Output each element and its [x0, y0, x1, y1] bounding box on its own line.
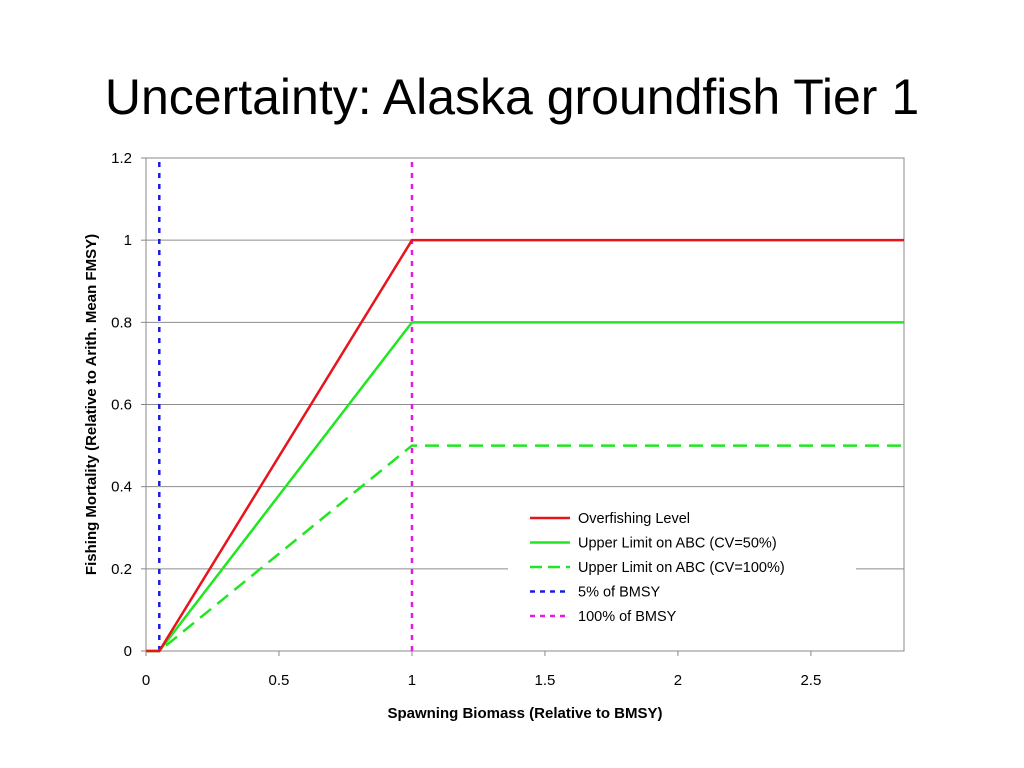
legend-label: Overfishing Level — [578, 511, 690, 527]
x-tick-label: 1.5 — [535, 672, 556, 689]
y-tick-label: 0.4 — [111, 479, 132, 496]
series-layer — [146, 158, 904, 653]
y-tick-label: 0.2 — [111, 561, 132, 578]
legend-label: 100% of BMSY — [578, 609, 677, 625]
slide-title: Uncertainty: Alaska groundfish Tier 1 — [104, 69, 920, 125]
y-tick-label: 1 — [124, 232, 132, 249]
x-axis-title: Spawning Biomass (Relative to BMSY) — [387, 705, 662, 722]
y-tick-label: 1.2 — [111, 150, 132, 167]
y-tick-label: 0 — [124, 643, 132, 660]
x-tick-labels: 0 0.5 1 1.5 2 2.5 — [142, 651, 821, 689]
y-tick-label: 0.6 — [111, 397, 132, 414]
y-axis-title: Fishing Mortality (Relative to Arith. Me… — [83, 234, 100, 575]
legend-label: Upper Limit on ABC (CV=50%) — [578, 536, 777, 552]
legend: Overfishing Level Upper Limit on ABC (CV=… — [508, 503, 856, 633]
x-tick-label: 0.5 — [269, 672, 290, 689]
x-tick-label: 0 — [142, 672, 150, 689]
legend-label: Upper Limit on ABC (CV=100%) — [578, 560, 785, 576]
x-tick-label: 2.5 — [800, 672, 821, 689]
legend-label: 5% of BMSY — [578, 585, 661, 601]
y-tick-label: 0.8 — [111, 314, 132, 331]
y-tick-labels: 0 0.2 0.4 0.6 0.8 1 1.2 — [111, 150, 146, 660]
x-tick-label: 1 — [408, 672, 416, 689]
x-tick-label: 2 — [674, 672, 682, 689]
series-line-1 — [146, 238, 904, 653]
